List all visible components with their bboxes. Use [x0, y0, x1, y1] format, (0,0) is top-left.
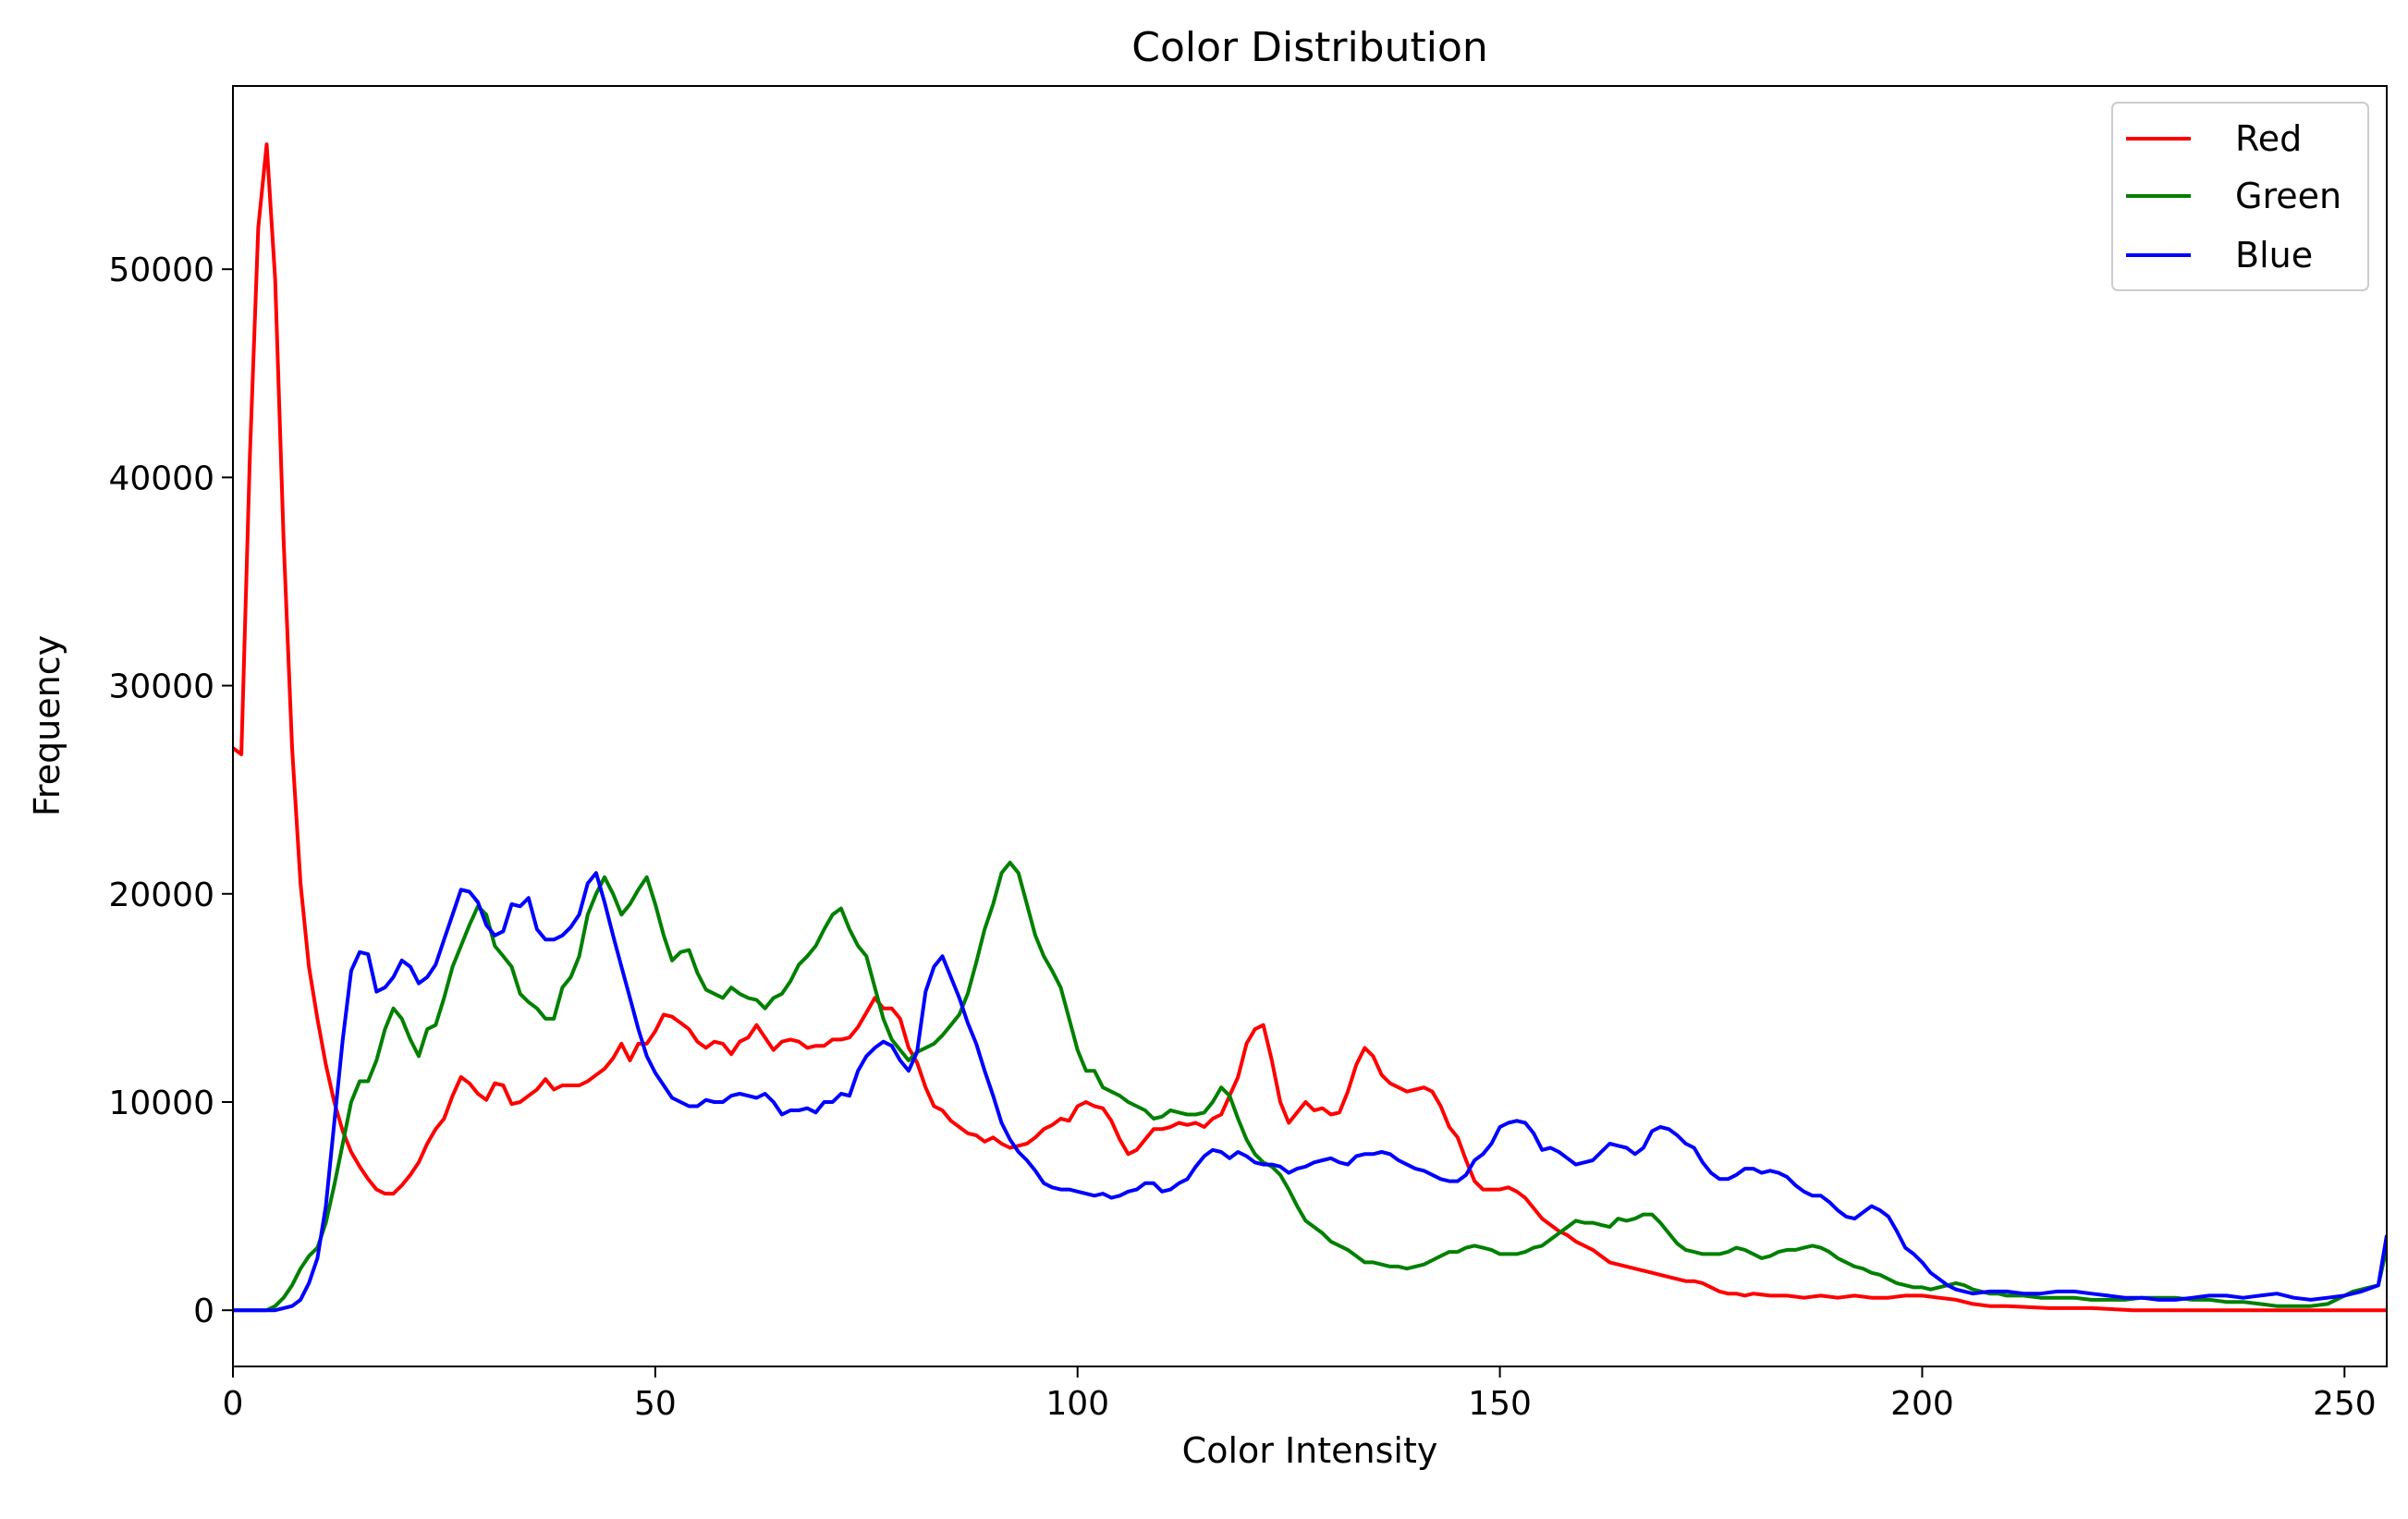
legend-label-red: Red — [2235, 118, 2302, 159]
x-axis: 0 50 100 150 200 250 — [223, 1366, 2377, 1423]
y-tick-label: 50000 — [108, 251, 214, 289]
y-tick-label: 20000 — [108, 876, 214, 914]
legend-label-green: Green — [2235, 176, 2341, 216]
plot-lines — [233, 142, 2387, 1313]
x-tick-label: 150 — [1468, 1385, 1532, 1423]
legend-frame — [2111, 102, 2369, 291]
series-line-blue — [233, 871, 2387, 1313]
x-tick-label: 50 — [634, 1385, 677, 1423]
y-tick-label: 30000 — [108, 668, 214, 706]
legend: Red Green Blue — [2111, 102, 2369, 291]
x-tick-label: 0 — [223, 1385, 244, 1423]
legend-label-blue: Blue — [2235, 235, 2313, 276]
series-line-green — [233, 861, 2387, 1313]
x-axis-label: Color Intensity — [1182, 1430, 1438, 1471]
plot-frame — [232, 85, 2388, 1367]
y-axis: 0 10000 20000 30000 40000 50000 — [108, 251, 233, 1330]
y-tick-label: 40000 — [108, 459, 214, 497]
x-tick-label: 100 — [1045, 1385, 1109, 1423]
chart-title: Color Distribution — [1131, 24, 1488, 71]
y-tick-label: 10000 — [108, 1084, 214, 1122]
series-line-red — [233, 142, 2387, 1313]
y-tick-label: 0 — [193, 1292, 214, 1330]
x-tick-label: 250 — [2313, 1385, 2377, 1423]
y-axis-label: Frequency — [27, 635, 67, 816]
x-tick-label: 200 — [1890, 1385, 1954, 1423]
